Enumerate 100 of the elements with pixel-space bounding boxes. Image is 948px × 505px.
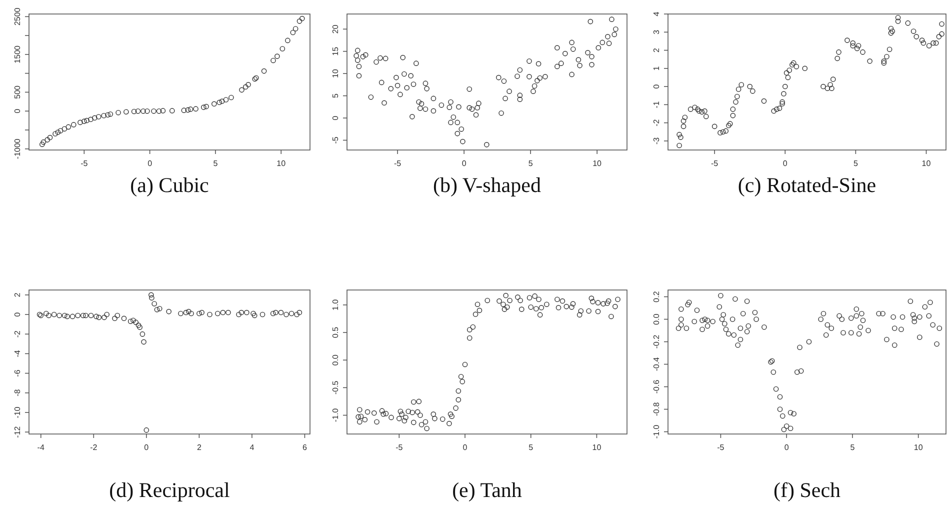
- point: [112, 316, 118, 322]
- point: [102, 314, 107, 320]
- point: [149, 295, 154, 300]
- point: [260, 312, 266, 318]
- x-tick-label: 6: [302, 443, 308, 452]
- y-tick-label: 0: [331, 115, 340, 120]
- x-tick-label: -5: [711, 159, 719, 168]
- y-tick-label: 5: [331, 93, 340, 98]
- point: [105, 112, 110, 118]
- x-tick-label: 10: [914, 443, 924, 452]
- point: [108, 111, 114, 117]
- x-tick-label: 5: [528, 159, 534, 168]
- x-tick-label: -4: [37, 443, 45, 452]
- point: [156, 108, 162, 114]
- point: [62, 312, 68, 318]
- point: [94, 314, 99, 320]
- x-tick-label: 5: [213, 159, 218, 168]
- y-tick-label: 0.0: [331, 354, 340, 366]
- x-tick-label: -2: [90, 443, 98, 452]
- x-tick-label: 10: [922, 159, 932, 168]
- point: [215, 310, 220, 316]
- point: [148, 292, 154, 298]
- point: [290, 30, 296, 36]
- point: [178, 310, 184, 316]
- y-tick-label: -0.2: [652, 334, 661, 349]
- point: [101, 112, 106, 118]
- x-tick-label: -5: [396, 443, 404, 452]
- point: [151, 108, 156, 114]
- point: [228, 94, 234, 100]
- y-tick-label: 0: [13, 108, 22, 114]
- point: [236, 312, 242, 318]
- point: [75, 312, 80, 318]
- y-tick-label: 10: [331, 68, 340, 78]
- x-tick-label: 5: [850, 443, 856, 452]
- point: [140, 331, 146, 337]
- point: [196, 310, 202, 316]
- text: (a) Cubic: [130, 173, 209, 197]
- y-tick-label: 0: [13, 312, 22, 317]
- point: [44, 137, 50, 142]
- x-tick-label: 4: [250, 443, 255, 452]
- y-tick-label: -6: [13, 369, 22, 377]
- point: [270, 310, 276, 316]
- point: [40, 139, 46, 145]
- x-tick-label: 10: [592, 159, 602, 168]
- point: [216, 100, 222, 106]
- x-tick-label: 0: [462, 159, 467, 168]
- point: [114, 312, 120, 318]
- point: [220, 310, 226, 316]
- point: [137, 324, 142, 330]
- x-tick-label: 10: [592, 443, 602, 452]
- point: [135, 108, 141, 114]
- y-tick-label: -3: [652, 136, 661, 144]
- point: [39, 142, 45, 147]
- point: [296, 310, 302, 316]
- point: [261, 68, 267, 74]
- y-tick-label: 1.0: [331, 298, 340, 310]
- point: [133, 320, 139, 325]
- y-tick-label: 500: [13, 84, 22, 99]
- y-tick-label: 0.0: [652, 313, 661, 325]
- y-tick-label: 4: [652, 11, 661, 16]
- point: [104, 312, 110, 318]
- point: [141, 339, 146, 345]
- point: [239, 87, 244, 93]
- point: [124, 109, 129, 114]
- y-tick-label: -0.8: [652, 402, 661, 416]
- point: [280, 46, 286, 52]
- point: [169, 108, 175, 114]
- point: [183, 310, 189, 316]
- point: [188, 106, 194, 112]
- point: [52, 131, 58, 136]
- point: [278, 310, 284, 316]
- y-tick-label: -1.0: [331, 408, 340, 422]
- y-tick-label: 0.5: [331, 326, 340, 338]
- y-tick-label: -10: [13, 406, 22, 418]
- point: [44, 310, 49, 316]
- x-tick-label: 0: [784, 443, 790, 452]
- point: [84, 118, 90, 124]
- point: [226, 310, 231, 316]
- y-tick-label: 20: [331, 24, 340, 34]
- point: [58, 128, 64, 134]
- point: [62, 126, 68, 132]
- point: [296, 18, 302, 24]
- point: [181, 108, 187, 113]
- point: [144, 108, 150, 114]
- point: [292, 26, 298, 32]
- text: (b) V-shaped: [433, 173, 542, 197]
- text: (d) Reciprocal: [109, 478, 230, 502]
- x-tick-label: 5: [528, 443, 534, 452]
- point: [116, 110, 121, 116]
- x-tick-label: 0: [782, 159, 788, 168]
- point: [51, 312, 57, 318]
- point: [199, 310, 204, 316]
- y-tick-label: 0: [652, 84, 661, 89]
- point: [131, 108, 137, 114]
- point: [128, 318, 134, 324]
- point: [219, 98, 225, 104]
- point: [285, 38, 290, 44]
- text: (c) Rotated-Sine: [738, 173, 876, 197]
- y-tick-label: 0.2: [652, 290, 661, 302]
- x-tick-label: -5: [394, 159, 402, 168]
